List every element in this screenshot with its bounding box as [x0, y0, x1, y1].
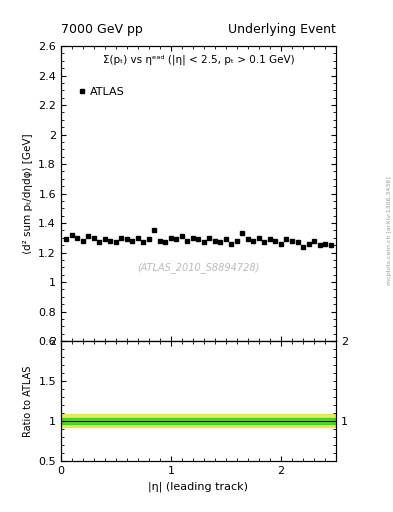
Text: Σ(pₜ) vs ηᵉᵃᵈ (|η| < 2.5, pₜ > 0.1 GeV): Σ(pₜ) vs ηᵉᵃᵈ (|η| < 2.5, pₜ > 0.1 GeV) [103, 55, 294, 66]
ATLAS [81, 238, 85, 244]
ATLAS [108, 238, 113, 244]
Text: 7000 GeV pp: 7000 GeV pp [61, 23, 143, 36]
ATLAS [284, 236, 289, 242]
ATLAS [317, 242, 322, 248]
ATLAS [262, 239, 267, 245]
ATLAS [312, 238, 316, 244]
ATLAS [97, 239, 102, 245]
ATLAS [218, 239, 223, 245]
X-axis label: |η| (leading track): |η| (leading track) [149, 481, 248, 492]
ATLAS [306, 241, 311, 247]
ATLAS [174, 236, 179, 242]
ATLAS [92, 234, 96, 241]
ATLAS [202, 239, 206, 245]
ATLAS [64, 236, 69, 242]
ATLAS [125, 236, 129, 242]
ATLAS [136, 234, 140, 241]
Text: Underlying Event: Underlying Event [228, 23, 336, 36]
ATLAS [251, 238, 256, 244]
ATLAS [196, 236, 201, 242]
ATLAS [246, 236, 250, 242]
Legend: ATLAS: ATLAS [72, 81, 130, 102]
ATLAS [119, 234, 124, 241]
ATLAS [141, 239, 146, 245]
ATLAS [191, 234, 195, 241]
Y-axis label: Ratio to ATLAS: Ratio to ATLAS [23, 365, 33, 437]
ATLAS [279, 241, 283, 247]
ATLAS [235, 238, 239, 244]
ATLAS [114, 239, 118, 245]
ATLAS [290, 238, 294, 244]
ATLAS [86, 233, 91, 240]
ATLAS [163, 239, 168, 245]
ATLAS [229, 241, 234, 247]
ATLAS [224, 236, 228, 242]
ATLAS [323, 241, 327, 247]
ATLAS [328, 242, 333, 248]
ATLAS [301, 244, 305, 250]
ATLAS [257, 234, 261, 241]
ATLAS [240, 230, 245, 237]
ATLAS [130, 238, 135, 244]
ATLAS [147, 236, 151, 242]
Y-axis label: ⟨d² sum pₜ/dηdφ⟩ [GeV]: ⟨d² sum pₜ/dηdφ⟩ [GeV] [23, 133, 33, 254]
ATLAS [70, 232, 74, 238]
ATLAS [268, 236, 272, 242]
Line: ATLAS: ATLAS [64, 228, 333, 249]
ATLAS [158, 238, 162, 244]
Text: mcplots.cern.ch [arXiv:1306.3436]: mcplots.cern.ch [arXiv:1306.3436] [387, 176, 392, 285]
ATLAS [103, 236, 107, 242]
ATLAS [213, 238, 217, 244]
ATLAS [295, 239, 300, 245]
Text: (ATLAS_2010_S8894728): (ATLAS_2010_S8894728) [137, 262, 260, 273]
ATLAS [75, 234, 80, 241]
ATLAS [207, 234, 212, 241]
ATLAS [180, 233, 184, 240]
ATLAS [169, 234, 173, 241]
ATLAS [152, 227, 157, 233]
ATLAS [185, 238, 190, 244]
ATLAS [273, 238, 278, 244]
